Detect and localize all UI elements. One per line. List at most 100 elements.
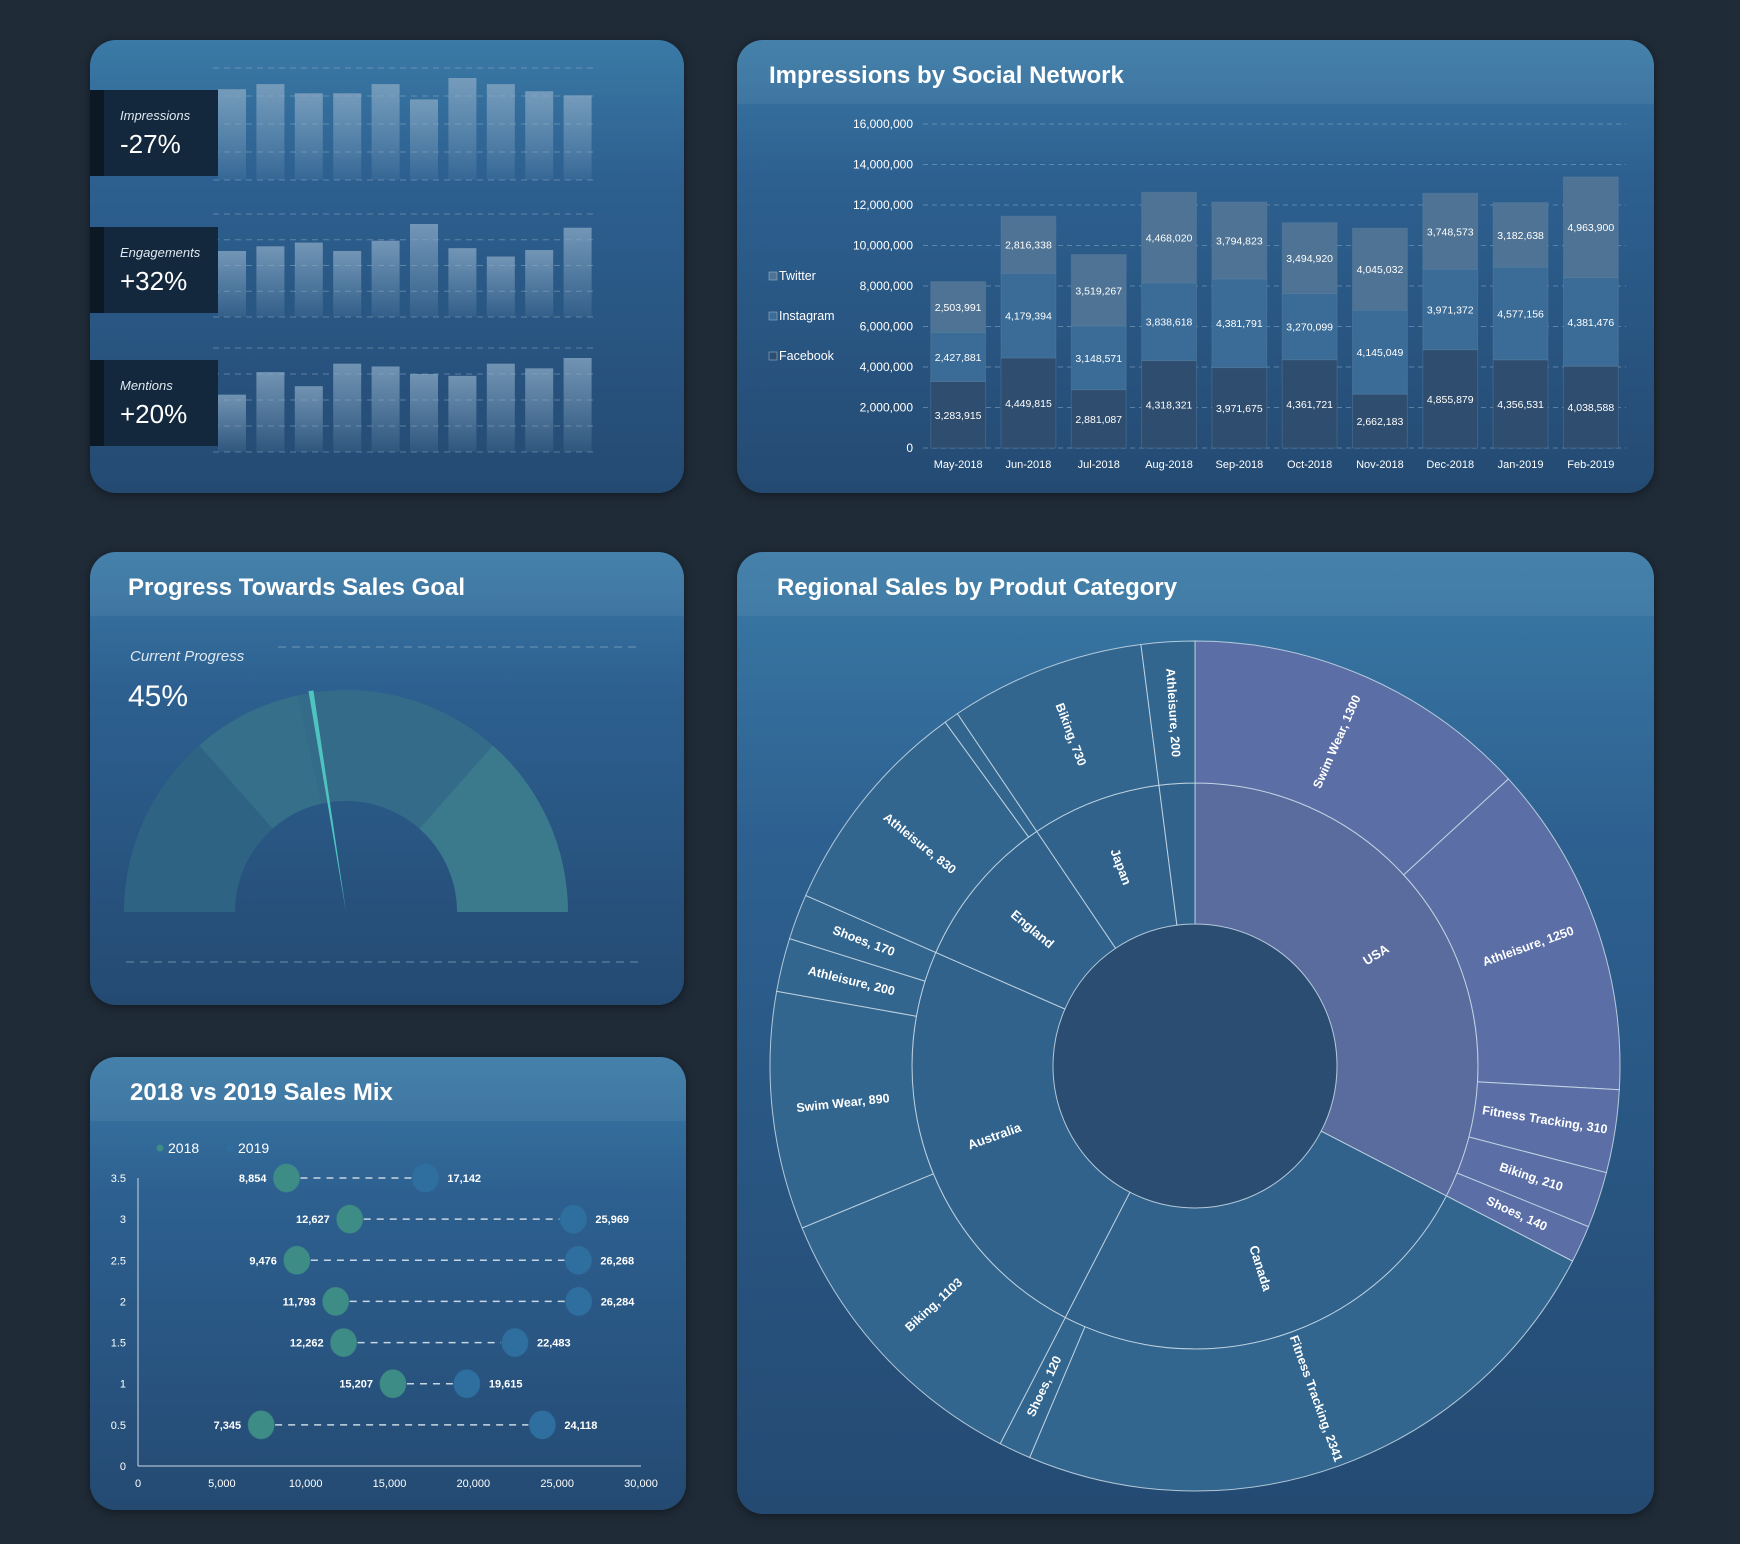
kpi-bar (486, 84, 515, 180)
data-label: 4,045,032 (1357, 264, 1404, 276)
data-label: 12,627 (296, 1214, 330, 1226)
x-tick-label: Jan-2019 (1498, 459, 1544, 471)
bar-facebook (1070, 389, 1127, 449)
data-label: 3,494,920 (1286, 253, 1333, 265)
data-label: 9,476 (249, 1255, 277, 1267)
data-label: 2,816,338 (1005, 240, 1052, 252)
y-tick-label: 1.5 (111, 1338, 126, 1350)
data-label: 4,449,815 (1005, 398, 1052, 410)
y-tick-label: 2 (120, 1296, 126, 1308)
bar-instagram (1281, 292, 1338, 361)
data-label: 3,519,267 (1075, 285, 1122, 297)
data-label: 7,345 (214, 1420, 242, 1432)
kpi-label: Engagements (120, 245, 201, 260)
kpi-engagements: Engagements +32% (90, 227, 218, 313)
kpi-bar (371, 240, 400, 317)
bar-instagram (1562, 276, 1619, 367)
bar-twitter (1281, 222, 1338, 294)
kpi-bar (563, 227, 592, 317)
data-label: 4,381,476 (1567, 317, 1614, 329)
point-2019 (528, 1410, 556, 1440)
data-label: 26,268 (600, 1255, 634, 1267)
kpi-bar (218, 89, 246, 180)
panel-title: Regional Sales by Produt Category (737, 552, 1654, 616)
kpi-bar (333, 363, 362, 452)
bar-instagram (1211, 278, 1268, 369)
x-tick-label: 25,000 (540, 1478, 574, 1490)
y-tick-label: 0.5 (111, 1420, 126, 1432)
data-label: 4,318,321 (1146, 399, 1193, 411)
data-label: 2,427,881 (935, 352, 982, 364)
bar-twitter (1352, 227, 1408, 311)
panel-title: Impressions by Social Network (737, 40, 1654, 104)
x-tick-label: 10,000 (289, 1478, 323, 1490)
point-2019 (564, 1245, 592, 1275)
category-segment (1140, 640, 1196, 786)
impressions-chart: 0 2,000,000 4,000,000 6,000,000 8,000,000 10,… (768, 117, 1626, 471)
data-label: 25,969 (595, 1214, 629, 1226)
kpi-label: Mentions (120, 378, 173, 393)
gauge-band (199, 695, 322, 829)
data-label: 22,483 (537, 1338, 571, 1350)
data-label: 19,615 (489, 1379, 523, 1391)
point-2019 (453, 1369, 481, 1399)
data-label: 24,118 (564, 1420, 597, 1432)
kpi-bar (563, 95, 592, 180)
point-2019 (501, 1328, 529, 1358)
bar-instagram (1352, 309, 1408, 395)
data-label: 26,284 (601, 1296, 636, 1308)
bar-instagram (1141, 282, 1197, 362)
data-label: 11,793 (283, 1296, 316, 1308)
bar-facebook (1281, 359, 1338, 449)
kpi-bar (525, 250, 554, 317)
y-tick-label: 14,000,000 (853, 158, 913, 172)
x-tick-label: Aug-2018 (1145, 459, 1193, 471)
kpi-panel: Impressions -27% Engagements +32% Mentio… (90, 40, 684, 493)
kpi-value: -27% (120, 129, 181, 159)
x-tick-label: Oct-2018 (1287, 459, 1332, 471)
x-tick-label: 5,000 (208, 1478, 236, 1490)
data-label: 3,971,675 (1216, 403, 1263, 415)
bar-facebook (1562, 365, 1619, 449)
kpi-bar (371, 84, 400, 180)
legend-swatch (768, 311, 778, 321)
kpi-bar (256, 246, 285, 317)
kpi-value: +20% (120, 399, 188, 429)
sunburst-center (1053, 924, 1337, 1208)
panel-title: 2018 vs 2019 Sales Mix (90, 1057, 686, 1121)
kpi-bar (333, 250, 362, 317)
y-tick-label: 2,000,000 (860, 401, 914, 415)
gauge-needle (308, 690, 346, 912)
x-tick-label: May-2018 (934, 459, 983, 471)
kpi-bar (563, 358, 592, 452)
point-2018 (272, 1163, 300, 1193)
y-tick-label: 10,000,000 (853, 239, 913, 253)
bar-twitter (1492, 202, 1549, 268)
point-2018 (283, 1245, 311, 1275)
legend-label: Facebook (779, 349, 835, 363)
kpi-bar (525, 368, 554, 452)
kpi-bar (218, 250, 246, 317)
x-tick-label: Feb-2019 (1567, 459, 1614, 471)
point-2018 (322, 1286, 350, 1316)
gauge-band (124, 745, 273, 912)
data-label: 4,468,020 (1146, 233, 1193, 245)
x-tick-label: Sep-2018 (1215, 459, 1263, 471)
impressions-panel: Impressions by Social Network 0 2,000,000… (737, 40, 1654, 493)
x-tick-label: 30,000 (624, 1478, 658, 1490)
data-label: 3,748,573 (1427, 226, 1474, 238)
data-label: 3,148,571 (1075, 353, 1122, 365)
data-label: 4,356,531 (1497, 399, 1544, 411)
bar-facebook (1141, 360, 1197, 449)
point-2018 (336, 1204, 364, 1234)
bar-instagram (1070, 325, 1127, 391)
kpi-bar (410, 224, 438, 317)
data-label: 3,182,638 (1497, 230, 1544, 242)
gauge-band (297, 690, 493, 829)
data-label: 15,207 (339, 1379, 373, 1391)
kpi-bar (486, 256, 515, 317)
data-label: 2,662,183 (1357, 416, 1404, 428)
sales-mix-chart: 0 0.5 1 1.5 2 2.5 3 3.5 0 5,000 10,000 15,000 20,000… (111, 1140, 658, 1490)
data-label: 3,838,618 (1146, 317, 1193, 329)
kpi-value: +32% (120, 266, 188, 296)
